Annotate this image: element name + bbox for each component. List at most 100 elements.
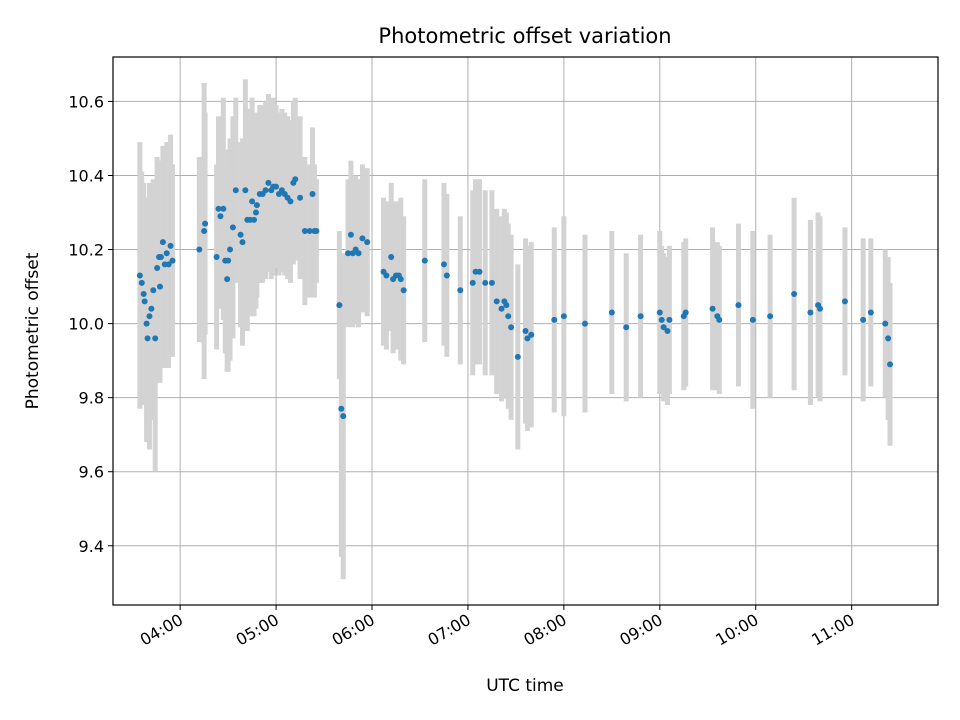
y-tick-label: 9.6 xyxy=(79,463,104,482)
data-point xyxy=(340,413,347,420)
data-point xyxy=(148,305,155,312)
data-point xyxy=(887,361,894,368)
data-point xyxy=(253,202,260,209)
data-point xyxy=(476,268,483,275)
data-point xyxy=(157,253,164,260)
data-point xyxy=(309,191,316,197)
data-point xyxy=(709,305,716,312)
data-point xyxy=(157,283,164,290)
data-point xyxy=(505,313,512,320)
data-point xyxy=(524,335,531,342)
y-tick-label: 9.8 xyxy=(79,389,104,408)
y-tick-label: 10.4 xyxy=(68,166,104,185)
data-point xyxy=(143,320,150,327)
plot-frame xyxy=(112,56,939,606)
data-point xyxy=(735,302,742,309)
data-point xyxy=(242,187,249,194)
data-point xyxy=(637,313,644,320)
data-point xyxy=(336,302,343,309)
y-tick-label: 9.4 xyxy=(79,537,104,556)
data-point xyxy=(213,253,220,260)
data-point xyxy=(154,265,161,272)
data-point xyxy=(201,228,208,235)
data-point xyxy=(664,328,671,334)
data-point xyxy=(658,316,665,323)
data-point xyxy=(440,261,447,268)
data-point xyxy=(287,198,294,205)
data-point xyxy=(767,313,774,320)
data-point xyxy=(163,250,170,257)
data-point xyxy=(885,335,892,342)
data-point xyxy=(232,187,239,194)
data-point xyxy=(522,328,529,334)
data-point xyxy=(252,209,259,216)
data-point xyxy=(551,316,558,323)
data-point xyxy=(355,250,362,257)
data-point xyxy=(623,324,630,331)
data-point xyxy=(581,320,588,327)
data-point xyxy=(224,276,231,283)
data-point xyxy=(202,220,209,227)
data-point xyxy=(493,298,500,305)
data-point xyxy=(239,239,246,246)
data-point xyxy=(807,309,814,316)
data-point xyxy=(227,246,234,253)
y-tick-label: 10.0 xyxy=(68,315,104,334)
data-point xyxy=(660,324,667,331)
data-point xyxy=(146,313,153,320)
data-point xyxy=(249,198,256,205)
data-point xyxy=(225,257,232,264)
data-point xyxy=(482,279,489,286)
data-point xyxy=(262,187,269,194)
data-point xyxy=(292,176,299,183)
data-point xyxy=(498,305,505,312)
data-point xyxy=(400,287,407,294)
data-point xyxy=(397,276,404,283)
data-point xyxy=(144,335,151,342)
data-point xyxy=(508,324,515,331)
data-point xyxy=(364,239,371,246)
data-point xyxy=(716,316,723,323)
data-point xyxy=(138,279,145,286)
data-point xyxy=(159,239,166,246)
data-point xyxy=(791,290,798,297)
data-point xyxy=(220,205,227,212)
data-point xyxy=(297,194,304,201)
data-point xyxy=(165,261,172,268)
data-point xyxy=(503,302,510,309)
data-point xyxy=(306,228,313,235)
data-point xyxy=(560,313,567,320)
data-point xyxy=(273,183,280,190)
y-tick-label: 10.6 xyxy=(68,92,104,111)
data-point xyxy=(141,298,148,305)
data-point xyxy=(345,250,352,257)
data-point xyxy=(421,257,428,264)
data-point xyxy=(229,224,236,231)
data-point xyxy=(528,331,535,338)
data-point xyxy=(140,290,147,297)
y-axis-ticks: 9.4 9.6 9.8 10.0 10.2 10.4 10.6 xyxy=(68,92,113,556)
data-point xyxy=(313,228,320,235)
data-point xyxy=(169,257,176,264)
data-point xyxy=(860,316,867,323)
data-point xyxy=(152,335,159,342)
data-points xyxy=(136,176,894,420)
data-point xyxy=(817,305,824,312)
data-point xyxy=(867,309,874,316)
y-tick-label: 10.2 xyxy=(68,241,104,260)
data-point xyxy=(265,179,272,186)
data-point xyxy=(656,309,663,316)
data-point xyxy=(666,316,673,323)
x-axis-label: UTC time xyxy=(486,676,564,696)
data-point xyxy=(251,216,258,223)
data-point xyxy=(136,272,143,279)
data-point xyxy=(167,242,174,249)
data-point xyxy=(488,279,495,286)
data-point xyxy=(150,287,157,294)
data-point xyxy=(196,246,203,253)
data-point xyxy=(215,205,222,212)
data-point xyxy=(338,405,345,412)
data-point xyxy=(514,353,521,360)
data-point xyxy=(237,231,244,238)
data-point xyxy=(217,213,224,220)
